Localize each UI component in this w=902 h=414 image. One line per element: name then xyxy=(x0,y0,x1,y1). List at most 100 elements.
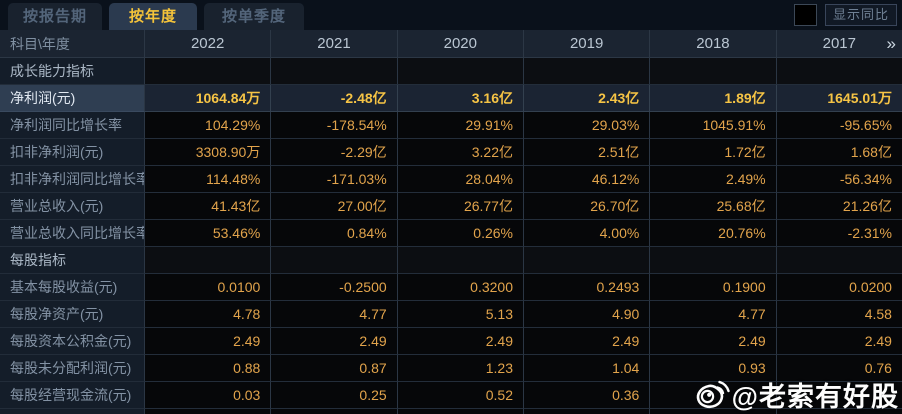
year-column-header: 2021 xyxy=(271,30,398,57)
value-cell xyxy=(776,409,902,414)
value-cell: 4.77 xyxy=(650,301,777,328)
value-cell xyxy=(397,247,524,274)
section-row[interactable]: 每股指标 xyxy=(0,247,902,274)
value-cell: 114.48% xyxy=(145,166,272,193)
row-label: 基本每股收益(元) xyxy=(0,274,145,301)
value-cell: 1.72亿 xyxy=(650,139,777,166)
row-label: 每股资本公积金(元) xyxy=(0,328,145,355)
value-cell: -95.65% xyxy=(776,112,902,139)
value-cell: 2.49 xyxy=(523,328,651,355)
watermark: @老索有好股 xyxy=(694,375,899,414)
value-cell: -56.34% xyxy=(776,166,902,193)
value-cell: 46.12% xyxy=(523,166,651,193)
tab-by-report-period[interactable]: 按报告期 xyxy=(8,3,102,30)
value-cell: 0.0200 xyxy=(776,274,902,301)
value-cell: 0.2493 xyxy=(523,274,651,301)
table-row[interactable]: 基本每股收益(元) 0.0100 -0.2500 0.3200 0.2493 0.1900… xyxy=(0,274,902,301)
value-cell xyxy=(650,409,777,414)
year-column-header: 2020 xyxy=(398,30,524,57)
value-cell: 29.91% xyxy=(397,112,524,139)
value-cell: 27.00亿 xyxy=(271,193,398,220)
value-cell: 1.68亿 xyxy=(776,139,902,166)
value-cell: 41.43亿 xyxy=(145,193,272,220)
show-yoy-label[interactable]: 显示同比 xyxy=(824,4,897,26)
table-row[interactable]: 每股资本公积金(元) 2.49 2.49 2.49 2.49 2.49 2.49 xyxy=(0,328,902,355)
corner-label: 科目\年度 xyxy=(0,30,145,57)
year-column-header: 2019 xyxy=(524,30,651,57)
value-cell: 4.58 xyxy=(776,301,902,328)
value-cell xyxy=(776,382,902,409)
value-cell: 2.49 xyxy=(271,328,398,355)
watermark-text: @老索有好股 xyxy=(731,382,899,412)
value-cell: 29.03% xyxy=(523,112,651,139)
table-row[interactable]: 净利润(元) 1064.84万 -2.48亿 3.16亿 2.43亿 1.89亿 1645.… xyxy=(0,85,902,112)
value-cell: 26.77亿 xyxy=(397,193,524,220)
table-row[interactable]: 净利润同比增长率 104.29% -178.54% 29.91% 29.03% 1045.… xyxy=(0,112,902,139)
value-cell xyxy=(271,247,398,274)
value-cell: 0.0100 xyxy=(145,274,272,301)
value-cell: 0.88 xyxy=(145,355,272,382)
value-cell: 1.89亿 xyxy=(650,85,777,112)
value-cell xyxy=(397,409,524,414)
value-cell: 26.70亿 xyxy=(523,193,651,220)
tab-by-quarter[interactable]: 按单季度 xyxy=(204,3,304,30)
row-label: 净利润(元) xyxy=(0,85,145,112)
value-cell: 0.1900 xyxy=(650,274,777,301)
value-cell xyxy=(145,409,272,414)
tab-by-year[interactable]: 按年度 xyxy=(109,3,197,30)
row-label: 扣非净利润同比增长率 xyxy=(0,166,145,193)
value-cell: 4.90 xyxy=(523,301,651,328)
more-columns-icon[interactable]: » xyxy=(886,33,896,53)
value-cell: 1.04 xyxy=(523,355,651,382)
value-cell: 0.25 xyxy=(271,382,398,409)
table-row[interactable]: 扣非净利润(元) 3308.90万 -2.29亿 3.22亿 2.51亿 1.72亿 1.6… xyxy=(0,139,902,166)
row-label: 营业总收入(元) xyxy=(0,193,145,220)
weibo-logo-icon xyxy=(696,380,730,408)
row-label: 每股指标 xyxy=(0,247,145,274)
row-label: 每股净资产(元) xyxy=(0,301,145,328)
table-row[interactable]: 每股净资产(元) 4.78 4.77 5.13 4.90 4.77 4.58 xyxy=(0,301,902,328)
table-row[interactable]: 每股未分配利润(元) 0.88 0.87 1.23 1.04 0.93 0.76 xyxy=(0,355,902,382)
value-cell: 3.22亿 xyxy=(397,139,524,166)
value-cell: 104.29% xyxy=(145,112,272,139)
value-cell: 25.68亿 xyxy=(650,193,777,220)
value-cell: -2.29亿 xyxy=(271,139,398,166)
table-row-partial xyxy=(0,409,902,414)
value-cell xyxy=(650,247,777,274)
value-cell: 53.46% xyxy=(145,220,272,247)
value-cell: 0.26% xyxy=(397,220,524,247)
value-cell: 2.49 xyxy=(650,328,777,355)
section-row[interactable]: 成长能力指标 xyxy=(0,58,902,85)
table-row[interactable]: 扣非净利润同比增长率 114.48% -171.03% 28.04% 46.12% 2.4… xyxy=(0,166,902,193)
value-cell: 2.51亿 xyxy=(523,139,651,166)
value-cell xyxy=(523,58,651,85)
value-cell xyxy=(650,58,777,85)
value-cell: 0.93 xyxy=(650,355,777,382)
table-row[interactable]: 营业总收入(元) 41.43亿 27.00亿 26.77亿 26.70亿 25.68亿 21… xyxy=(0,193,902,220)
row-label: 营业总收入同比增长率 xyxy=(0,220,145,247)
row-label: 扣非净利润(元) xyxy=(0,139,145,166)
value-cell xyxy=(271,409,398,414)
table-row[interactable]: 每股经营现金流(元) 0.03 0.25 0.52 0.36 xyxy=(0,382,902,409)
value-cell: 21.26亿 xyxy=(776,193,902,220)
year-column-header: 2022 xyxy=(145,30,272,57)
value-cell: 0.84% xyxy=(271,220,398,247)
value-cell: 0.76 xyxy=(776,355,902,382)
table-row[interactable]: 营业总收入同比增长率 53.46% 0.84% 0.26% 4.00% 20.76% -2.… xyxy=(0,220,902,247)
value-cell: 0.52 xyxy=(397,382,524,409)
show-yoy-checkbox[interactable] xyxy=(793,4,817,26)
value-cell: 1.23 xyxy=(397,355,524,382)
value-cell: 2.49% xyxy=(650,166,777,193)
value-cell: 0.03 xyxy=(145,382,272,409)
row-label: 成长能力指标 xyxy=(0,58,145,85)
value-cell: 1645.01万 xyxy=(776,85,902,112)
value-cell: 20.76% xyxy=(650,220,777,247)
value-cell: 0.3200 xyxy=(397,274,524,301)
value-cell: 2.43亿 xyxy=(523,85,651,112)
value-cell: -2.48亿 xyxy=(271,85,398,112)
value-cell xyxy=(145,247,272,274)
value-cell xyxy=(523,247,651,274)
value-cell: 4.77 xyxy=(271,301,398,328)
row-label: 每股未分配利润(元) xyxy=(0,355,145,382)
